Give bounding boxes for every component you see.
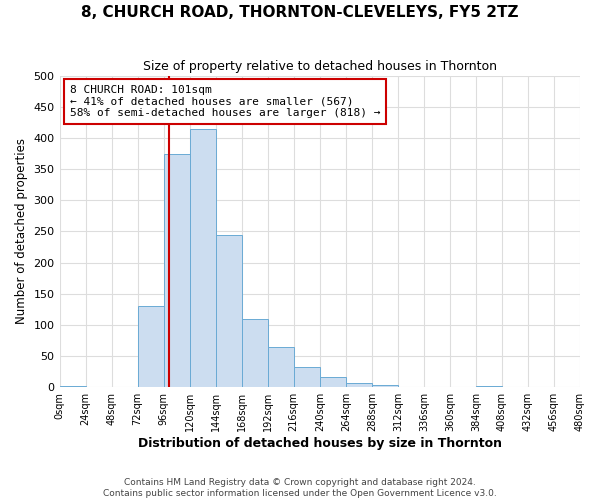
Bar [215,234,242,388]
Bar [346,383,372,388]
Bar [242,318,268,388]
Bar [268,347,294,388]
Bar [476,386,502,388]
Text: Contains HM Land Registry data © Crown copyright and database right 2024.
Contai: Contains HM Land Registry data © Crown c… [103,478,497,498]
Bar [59,386,86,388]
Title: Size of property relative to detached houses in Thornton: Size of property relative to detached ho… [143,60,497,73]
Text: 8, CHURCH ROAD, THORNTON-CLEVELEYS, FY5 2TZ: 8, CHURCH ROAD, THORNTON-CLEVELEYS, FY5 … [81,5,519,20]
Y-axis label: Number of detached properties: Number of detached properties [15,138,28,324]
Bar [320,378,346,388]
Bar [294,367,320,388]
Text: 8 CHURCH ROAD: 101sqm
← 41% of detached houses are smaller (567)
58% of semi-det: 8 CHURCH ROAD: 101sqm ← 41% of detached … [70,85,380,118]
Bar [372,385,398,388]
Bar [137,306,164,388]
Bar [164,154,190,388]
X-axis label: Distribution of detached houses by size in Thornton: Distribution of detached houses by size … [138,437,502,450]
Bar [190,128,215,388]
